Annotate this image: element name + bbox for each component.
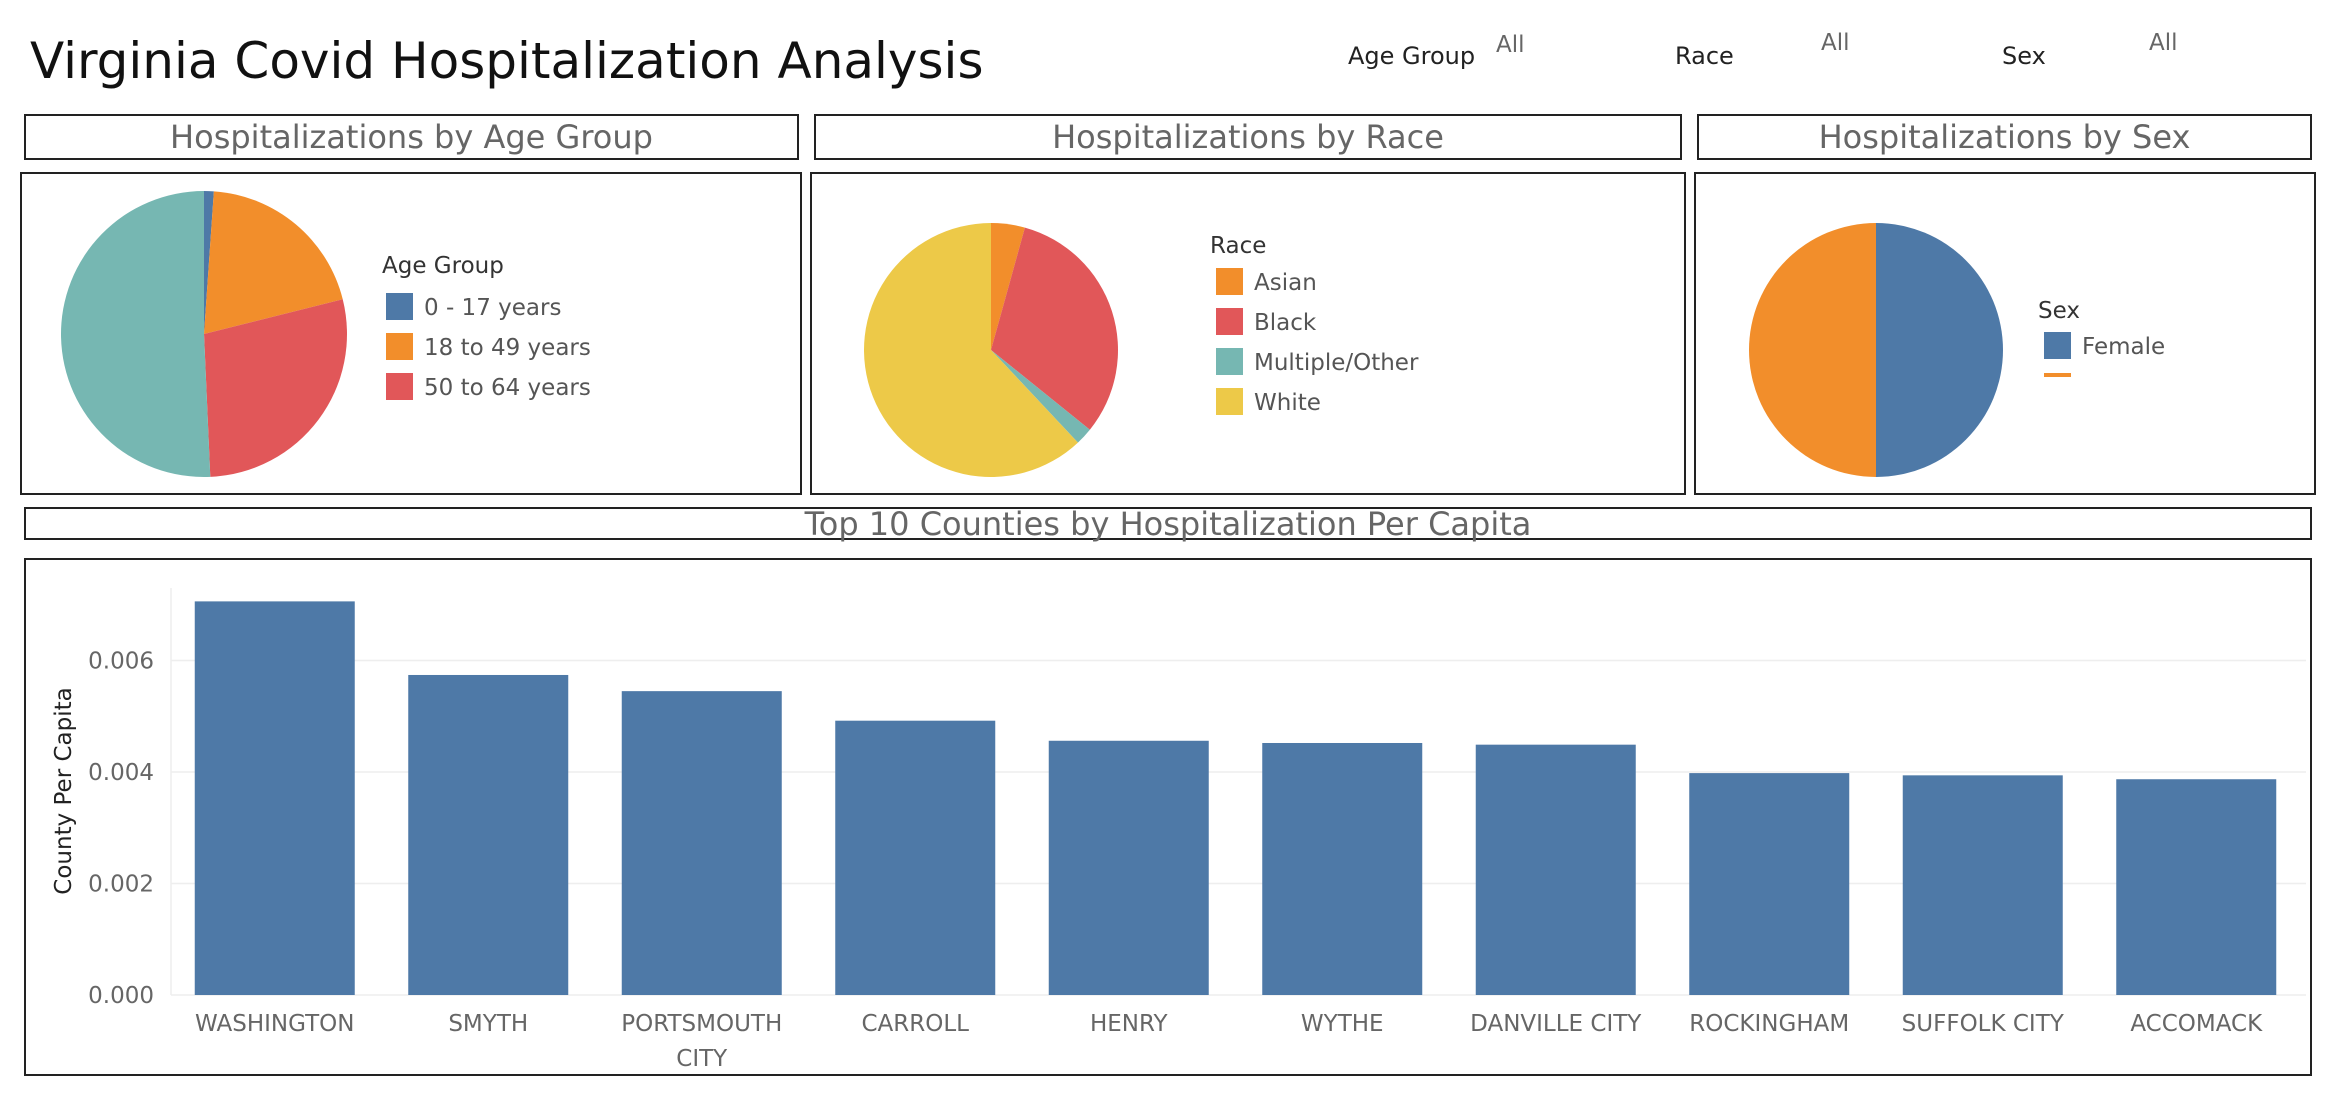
x-tick-label: SMYTH bbox=[448, 1011, 528, 1037]
pie-slice-female[interactable] bbox=[1876, 223, 2003, 477]
sex-legend: Female bbox=[2044, 332, 2165, 377]
bar-rockingham[interactable] bbox=[1689, 773, 1850, 995]
x-tick-label: DANVILLE CITY bbox=[1470, 1011, 1642, 1037]
bar-washington[interactable] bbox=[194, 601, 355, 995]
counties-section-title: Top 10 Counties by Hospitalization Per C… bbox=[24, 505, 2312, 543]
pie-slice-multiple-other[interactable] bbox=[991, 350, 1090, 443]
bar-series bbox=[194, 601, 2277, 995]
y-tick-label: 0.000 bbox=[88, 983, 154, 1009]
legend-label: Female bbox=[2082, 334, 2165, 360]
race-section-title: Hospitalizations by Race bbox=[814, 114, 1682, 160]
legend-label: Multiple/Other bbox=[1254, 350, 1419, 376]
legend-swatch[interactable] bbox=[2044, 373, 2071, 377]
x-tick-label: WASHINGTON bbox=[195, 1011, 354, 1037]
filter-age-group-label: Age Group bbox=[1348, 42, 1476, 70]
bar-suffolk-city[interactable] bbox=[1902, 775, 2063, 995]
sex-section-title: Hospitalizations by Sex bbox=[1697, 114, 2312, 160]
sex-pie bbox=[1749, 223, 2003, 477]
legend-label: Asian bbox=[1254, 270, 1317, 296]
age-pie-panel: Age Group 0 - 17 years 18 to 49 years 50 t… bbox=[20, 172, 802, 495]
race-pie-panel: Race Asian Black Multiple/Other White bbox=[810, 172, 1686, 495]
legend-label: 0 - 17 years bbox=[424, 295, 561, 321]
bar-y-axis-label: County Per Capita bbox=[51, 687, 77, 894]
legend-swatch[interactable] bbox=[386, 373, 413, 400]
dashboard-title: Virginia Covid Hospitalization Analysis bbox=[30, 32, 984, 90]
y-tick-label: 0.006 bbox=[88, 648, 154, 674]
bar-smyth[interactable] bbox=[408, 674, 569, 995]
legend-swatch[interactable] bbox=[1216, 348, 1243, 375]
pie-slice-black[interactable] bbox=[991, 227, 1118, 430]
age-legend: 0 - 17 years 18 to 49 years 50 to 64 years bbox=[386, 293, 591, 401]
y-tick-label: 0.004 bbox=[88, 760, 154, 786]
pie-slice-unlabeled-3[interactable] bbox=[61, 191, 211, 477]
x-tick-label: HENRY bbox=[1090, 1011, 1169, 1037]
sex-pie-chart: Sex Female bbox=[1749, 223, 2165, 477]
x-tick-label: ACCOMACK bbox=[2130, 1011, 2263, 1037]
pie-slice-asian[interactable] bbox=[991, 223, 1025, 350]
bar-danville-city[interactable] bbox=[1475, 744, 1636, 995]
x-tick-label: ROCKINGHAM bbox=[1689, 1011, 1849, 1037]
filter-sex-value[interactable]: All bbox=[2149, 30, 2178, 56]
pie-slice-50-to-64-years[interactable] bbox=[204, 299, 347, 477]
legend-swatch[interactable] bbox=[1216, 268, 1243, 295]
filter-sex-label: Sex bbox=[2002, 42, 2046, 70]
bar-y-ticks: 0.000 0.002 0.004 0.006 bbox=[88, 648, 154, 1009]
pie-slice-white[interactable] bbox=[864, 223, 1078, 477]
legend-label: 18 to 49 years bbox=[424, 335, 591, 361]
bar-wythe[interactable] bbox=[1262, 742, 1423, 995]
sex-pie-panel: Sex Female bbox=[1694, 172, 2316, 495]
race-pie-chart: Race Asian Black Multiple/Other White bbox=[864, 223, 1419, 477]
legend-swatch[interactable] bbox=[386, 333, 413, 360]
x-tick-label: CARROLL bbox=[862, 1011, 970, 1037]
x-tick-label: SUFFOLK CITY bbox=[1902, 1011, 2065, 1037]
race-legend-title: Race bbox=[1210, 233, 1266, 259]
x-tick-label: PORTSMOUTH CITY bbox=[621, 1011, 782, 1072]
x-tick-label: WYTHE bbox=[1301, 1011, 1384, 1037]
pie-slice-unlabeled-1[interactable] bbox=[1749, 223, 1876, 477]
y-tick-label: 0.002 bbox=[88, 871, 154, 897]
legend-swatch[interactable] bbox=[1216, 388, 1243, 415]
bar-henry[interactable] bbox=[1048, 740, 1209, 995]
age-section-title: Hospitalizations by Age Group bbox=[24, 114, 799, 160]
legend-label: 50 to 64 years bbox=[424, 375, 591, 401]
legend-label: White bbox=[1254, 390, 1321, 416]
age-pie bbox=[61, 191, 347, 477]
pie-slice-18-to-49-years[interactable] bbox=[204, 191, 343, 334]
sex-legend-title: Sex bbox=[2038, 298, 2080, 324]
legend-swatch[interactable] bbox=[386, 293, 413, 320]
age-legend-title: Age Group bbox=[382, 253, 504, 279]
bar-x-labels: WASHINGTON SMYTH PORTSMOUTH CITY CARROLL HENR… bbox=[195, 1011, 2263, 1072]
race-pie bbox=[864, 223, 1118, 477]
pie-slice-0-17-years[interactable] bbox=[204, 191, 214, 334]
filter-age-group-value[interactable]: All bbox=[1496, 32, 1525, 58]
race-legend: Asian Black Multiple/Other White bbox=[1216, 268, 1419, 416]
legend-label: Black bbox=[1254, 310, 1317, 336]
bar-carroll[interactable] bbox=[835, 720, 996, 995]
filter-race-label: Race bbox=[1675, 42, 1734, 70]
legend-swatch[interactable] bbox=[1216, 308, 1243, 335]
legend-swatch[interactable] bbox=[2044, 332, 2071, 359]
age-pie-chart: Age Group 0 - 17 years 18 to 49 years 50 t… bbox=[61, 191, 591, 477]
counties-bar-chart: County Per Capita 0.000 0.002 0.004 0.006 W… bbox=[51, 588, 2306, 1072]
filter-race-value[interactable]: All bbox=[1821, 30, 1850, 56]
counties-bar-panel: County Per Capita 0.000 0.002 0.004 0.006 W… bbox=[24, 558, 2312, 1076]
bar-accomack[interactable] bbox=[2116, 779, 2277, 995]
bar-portsmouth-city[interactable] bbox=[621, 691, 782, 995]
